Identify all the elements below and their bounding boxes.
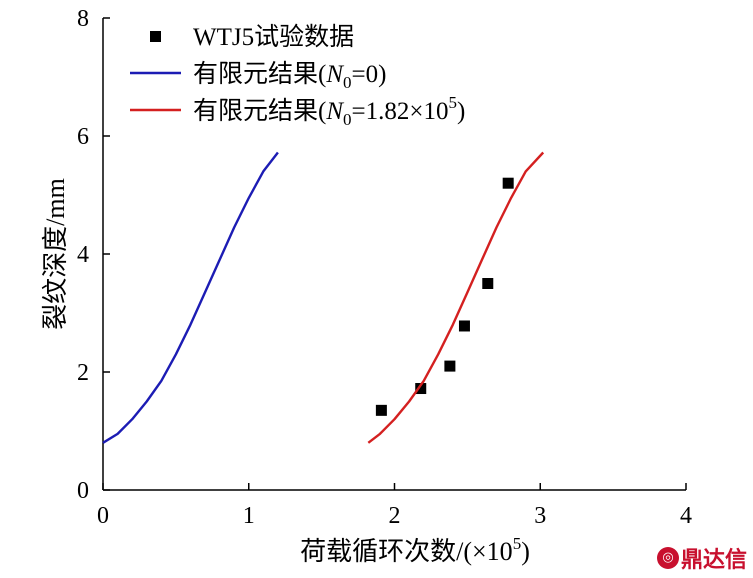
series-line-fe0 <box>102 151 279 444</box>
data-point-test-5 <box>502 177 514 189</box>
series-line-fe1 <box>367 151 545 444</box>
legend-fe1-sup: 5 <box>448 93 457 112</box>
watermark: ◎ 鼎达信 <box>656 542 747 574</box>
tick-labels: 0 1 2 3 4 0 2 4 6 8 <box>77 6 692 529</box>
legend-label-fe0: 有限元结果(N0=0) <box>193 60 386 92</box>
series-layer <box>102 151 545 444</box>
legend: WTJ5试验数据 有限元结果(N0=0) 有限元结果(N0=1.82×105) <box>130 23 465 129</box>
x-tick-label-1: 1 <box>243 503 255 529</box>
legend-marker-test <box>150 31 161 42</box>
x-tick-label-2: 2 <box>389 503 401 529</box>
legend-fe1-main: 有限元结果( <box>193 97 326 125</box>
legend-fe0-n: N <box>325 61 344 88</box>
legend-fe0-eq: =0) <box>352 61 387 88</box>
watermark-text: 鼎达信 <box>680 548 747 573</box>
legend-fe1-n: N <box>325 98 344 125</box>
x-axis-title-main: 荷载循环次数/(×10 <box>300 537 513 566</box>
x-tick-label-3: 3 <box>534 503 546 529</box>
legend-fe1-end: ) <box>457 98 465 125</box>
ticks <box>102 17 687 491</box>
x-axis-title-sup: 5 <box>513 534 522 553</box>
data-point-test-1 <box>415 383 427 395</box>
x-axis-title-end: ) <box>521 537 530 566</box>
legend-fe0-sub: 0 <box>343 73 352 92</box>
data-point-test-2 <box>444 360 456 372</box>
x-tick-label-0: 0 <box>97 503 109 529</box>
data-point-test-3 <box>458 320 470 332</box>
logo-icon: ◎ <box>656 547 679 569</box>
y-tick-label-1: 2 <box>77 360 89 386</box>
y-axis-title: 裂纹深度/mm <box>41 178 70 330</box>
legend-fe1-sub: 0 <box>343 110 352 129</box>
legend-fe0-main: 有限元结果( <box>193 60 326 88</box>
legend-fe1-eq: =1.82×10 <box>352 98 449 125</box>
x-tick-label-4: 4 <box>680 503 692 529</box>
data-point-test-0 <box>375 404 387 416</box>
y-tick-label-4: 8 <box>77 6 89 32</box>
y-tick-label-3: 6 <box>77 124 89 150</box>
legend-label-test: WTJ5试验数据 <box>193 23 354 51</box>
legend-label-fe1: 有限元结果(N0=1.82×105) <box>193 93 465 129</box>
y-tick-label-0: 0 <box>77 478 89 504</box>
y-tick-label-2: 4 <box>77 242 89 268</box>
x-axis-title: 荷载循环次数/(×105) <box>300 534 530 566</box>
data-point-test-4 <box>482 278 494 289</box>
